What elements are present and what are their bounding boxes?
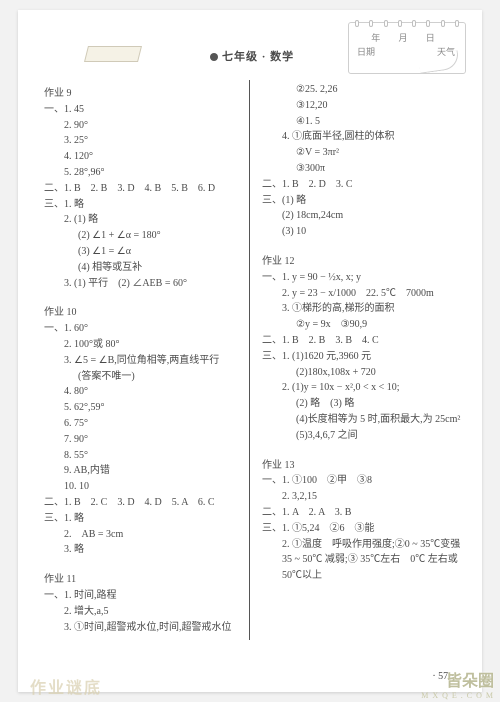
text-line: 一、1. ①100 ②甲 ③8 — [262, 473, 454, 489]
text-line: (4)长度相等为 5 时,面积最大,为 25cm² — [262, 412, 454, 428]
text-line: 三、1. (1)1620 元,3960 元 — [262, 349, 454, 365]
text-line: 三、1. 略 — [44, 197, 243, 213]
text-line: 4. ①底面半径,圆柱的体积 — [262, 129, 454, 145]
text-line: 一、1. 45 — [44, 102, 243, 118]
watermark-url: M X Q E . C O M — [421, 691, 494, 700]
banner-icon — [84, 46, 142, 62]
text-line — [44, 558, 243, 568]
text-line: 作业 11 — [44, 572, 243, 588]
text-line: 二、1. B 2. C 3. D 4. D 5. A 6. C — [44, 495, 243, 511]
swoosh-icon — [418, 50, 460, 73]
text-line: ③12,20 — [262, 98, 454, 114]
text-line: ②V = 3πr² — [262, 145, 454, 161]
text-line: (3) 10 — [262, 224, 454, 240]
text-line: (5)3,4,6,7 之间 — [262, 428, 454, 444]
text-line: 2. y = 23 − x/1000 22. 5℃ 7000m — [262, 286, 454, 302]
watermark-brand: 皆朵圈 — [421, 667, 494, 691]
binder-rings-icon — [355, 20, 459, 27]
text-line: 2. 90° — [44, 118, 243, 134]
page: 七年级 · 数学 年 月 日 日期 天气 作业 9一、1. 452. 90°3.… — [18, 10, 482, 692]
text-line: 2. 3,2,15 — [262, 489, 454, 505]
right-column: ②25. 2,26③12,20④1. 54. ①底面半径,圆柱的体积②V = 3… — [250, 80, 460, 640]
text-line: ③300π — [262, 161, 454, 177]
text-line: 二、1. B 2. D 3. C — [262, 177, 454, 193]
text-line: 三、(1) 略 — [262, 193, 454, 209]
text-line: (2)180x,108x + 720 — [262, 365, 454, 381]
text-line: 一、1. 60° — [44, 321, 243, 337]
watermark-left: 作业谜底 — [30, 674, 102, 698]
text-line: 3. (1) 平行 (2) ∠AEB = 60° — [44, 276, 243, 292]
text-line: 2. ①温度 呼吸作用强度;②0 ~ 35℃变强 — [262, 537, 454, 553]
text-line: ②25. 2,26 — [262, 82, 454, 98]
text-line: 一、1. y = 90 − ½x, x; y — [262, 270, 454, 286]
text-line: (答案不唯一) — [44, 369, 243, 385]
text-line — [44, 291, 243, 301]
text-line: ④1. 5 — [262, 114, 454, 130]
text-line: 3. ∠5 = ∠B,同位角相等,两直线平行 — [44, 353, 243, 369]
text-line: 8. 55° — [44, 448, 243, 464]
text-line: 3. ①时间,超警戒水位,时间,超警戒水位 — [44, 620, 243, 636]
watermark-right: 皆朵圈 M X Q E . C O M — [421, 667, 494, 700]
text-line: 作业 12 — [262, 254, 454, 270]
text-line: 2. (1) 略 — [44, 212, 243, 228]
content-columns: 作业 9一、1. 452. 90°3. 25°4. 120°5. 28°,96°… — [40, 80, 460, 640]
text-line: (4) 相等或互补 — [44, 260, 243, 276]
text-line: 6. 75° — [44, 416, 243, 432]
text-line: 一、1. 时间,路程 — [44, 588, 243, 604]
text-line: 7. 90° — [44, 432, 243, 448]
text-line: (3) ∠1 = ∠α — [44, 244, 243, 260]
left-column: 作业 9一、1. 452. 90°3. 25°4. 120°5. 28°,96°… — [40, 80, 250, 640]
text-line: 5. 62°,59° — [44, 400, 243, 416]
text-line: 9. AB,内错 — [44, 463, 243, 479]
header: 七年级 · 数学 年 月 日 日期 天气 — [40, 24, 460, 80]
text-line: 作业 9 — [44, 86, 243, 102]
text-line: 2. AB = 3cm — [44, 527, 243, 543]
text-line: 2. 增大,a,5 — [44, 604, 243, 620]
text-line: 10. 10 — [44, 479, 243, 495]
text-line: 2. (1)y = 10x − x²,0 < x < 10; — [262, 380, 454, 396]
text-line: 2. 100°或 80° — [44, 337, 243, 353]
text-line: 二、1. B 2. B 3. B 4. C — [262, 333, 454, 349]
text-line: 50℃以上 — [262, 568, 454, 584]
text-line: 二、1. B 2. B 3. D 4. B 5. B 6. D — [44, 181, 243, 197]
text-line: 4. 80° — [44, 384, 243, 400]
text-line: (2) 18cm,24cm — [262, 208, 454, 224]
text-line: 3. 25° — [44, 133, 243, 149]
text-line: ②y = 9x ③90,9 — [262, 317, 454, 333]
text-line: 二、1. A 2. A 3. B — [262, 505, 454, 521]
text-line: 4. 120° — [44, 149, 243, 165]
text-line: 作业 10 — [44, 305, 243, 321]
text-line: 3. ①梯形的高,梯形的面积 — [262, 301, 454, 317]
text-line: (2) ∠1 + ∠α = 180° — [44, 228, 243, 244]
text-line — [262, 444, 454, 454]
text-line: 三、1. ①5,24 ②6 ③能 — [262, 521, 454, 537]
date-label: 日期 — [357, 45, 375, 58]
text-line: (2) 略 (3) 略 — [262, 396, 454, 412]
text-line: 3. 略 — [44, 542, 243, 558]
date-box: 年 月 日 日期 天气 — [348, 22, 466, 74]
subject-title: 七年级 · 数学 — [210, 48, 294, 64]
text-line: 35 ~ 50℃ 减弱;③ 35℃左右 0℃ 左右或 — [262, 552, 454, 568]
text-line — [262, 240, 454, 250]
date-line: 年 月 日 — [349, 31, 465, 44]
text-line: 5. 28°,96° — [44, 165, 243, 181]
text-line: 三、1. 略 — [44, 511, 243, 527]
text-line: 作业 13 — [262, 458, 454, 474]
